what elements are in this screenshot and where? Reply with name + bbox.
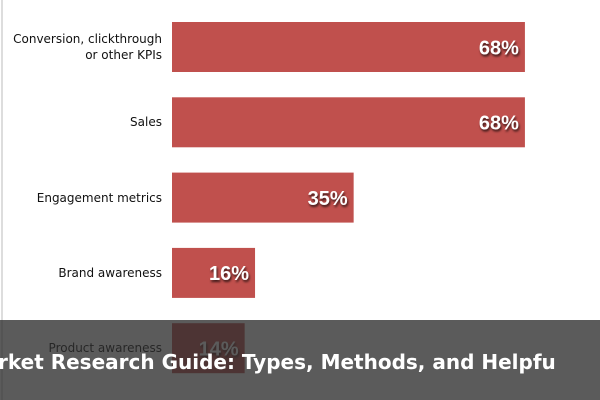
value-label: 68%	[479, 113, 519, 135]
caption-text: rket Research Guide: Types, Methods, and…	[0, 350, 556, 374]
bar	[172, 247, 256, 298]
bar	[172, 22, 525, 72]
value-label: 16%	[209, 263, 249, 285]
value-label: 68%	[479, 37, 519, 59]
bar	[172, 172, 354, 223]
bar	[172, 97, 525, 148]
caption-banner	[0, 320, 600, 400]
category-label: Brand awareness	[58, 265, 162, 280]
category-label: Sales	[130, 115, 162, 130]
category-label: Conversion, clickthrough or other KPIs	[13, 32, 162, 62]
category-label: Engagement metrics	[36, 190, 162, 205]
value-label: 35%	[308, 188, 348, 210]
